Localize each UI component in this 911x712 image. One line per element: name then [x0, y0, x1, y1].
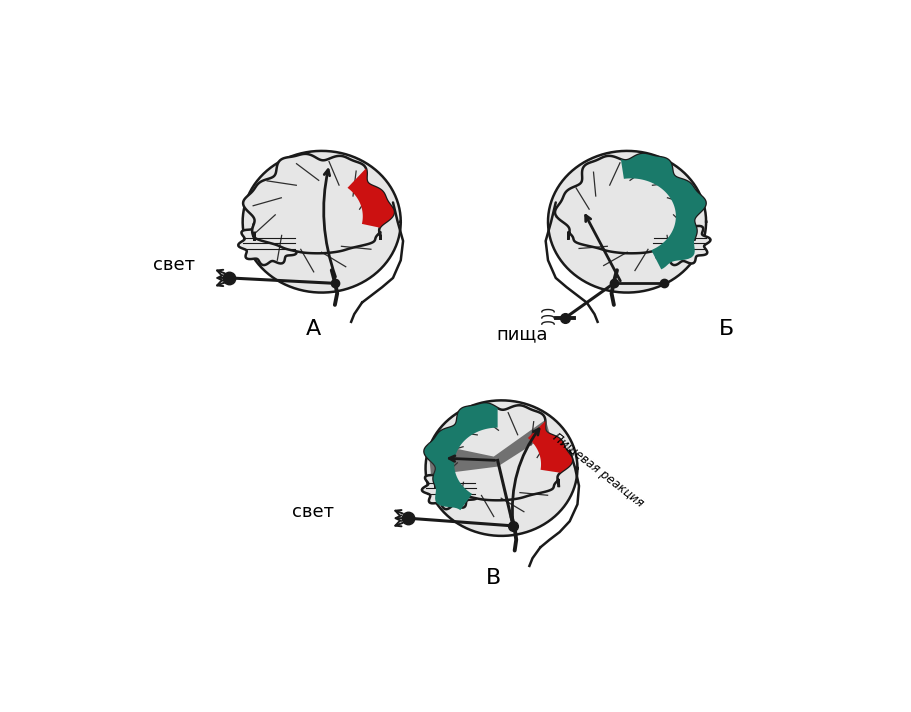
- Polygon shape: [620, 154, 705, 269]
- Polygon shape: [427, 419, 549, 475]
- Polygon shape: [347, 169, 394, 228]
- Polygon shape: [242, 151, 400, 293]
- Polygon shape: [422, 466, 480, 509]
- Polygon shape: [425, 400, 577, 536]
- Text: Пищевая реакция: Пищевая реакция: [549, 431, 645, 510]
- Text: Б: Б: [718, 319, 733, 339]
- Polygon shape: [238, 220, 300, 265]
- Polygon shape: [243, 154, 394, 253]
- Polygon shape: [424, 404, 497, 511]
- Text: пища: пища: [496, 325, 547, 344]
- Polygon shape: [555, 154, 705, 253]
- Polygon shape: [649, 220, 710, 265]
- Text: В: В: [486, 567, 501, 587]
- Polygon shape: [527, 421, 571, 473]
- Text: свет: свет: [152, 256, 195, 274]
- Polygon shape: [424, 403, 571, 501]
- Text: свет: свет: [292, 503, 334, 520]
- Polygon shape: [548, 151, 705, 293]
- Text: A: A: [306, 319, 322, 339]
